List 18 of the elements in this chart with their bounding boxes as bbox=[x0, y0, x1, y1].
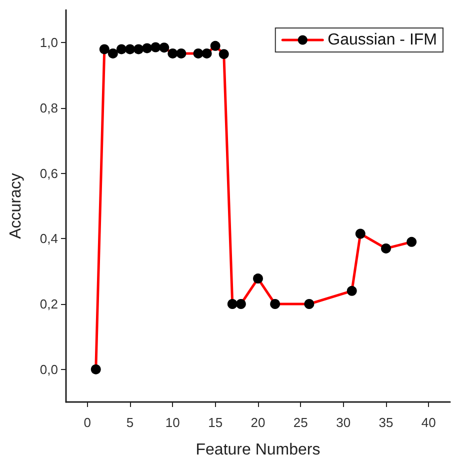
x-axis-title: Feature Numbers bbox=[196, 442, 320, 458]
y-tick-label: 0,2 bbox=[40, 296, 58, 312]
y-tick-label: 1,0 bbox=[40, 35, 58, 50]
y-tick-label: 0,4 bbox=[40, 231, 58, 246]
x-tick-label: 0 bbox=[84, 415, 91, 430]
y-tick-label: 0,0 bbox=[40, 362, 58, 377]
x-tick-label: 10 bbox=[165, 415, 180, 430]
y-tick-label: 0,8 bbox=[40, 100, 58, 116]
y-tick-label: 0,6 bbox=[40, 166, 58, 181]
y-axis-title: Accuracy bbox=[8, 173, 24, 239]
x-tick-label: 30 bbox=[336, 415, 351, 430]
x-tick-label: 15 bbox=[208, 415, 223, 430]
x-tick-label: 20 bbox=[250, 415, 266, 430]
x-tick-label: 35 bbox=[378, 415, 394, 430]
x-tick-label: 40 bbox=[421, 415, 436, 430]
legend-label: Gaussian - IFM bbox=[328, 32, 437, 48]
x-tick-label: 25 bbox=[293, 415, 308, 430]
x-tick-label: 5 bbox=[126, 415, 134, 430]
